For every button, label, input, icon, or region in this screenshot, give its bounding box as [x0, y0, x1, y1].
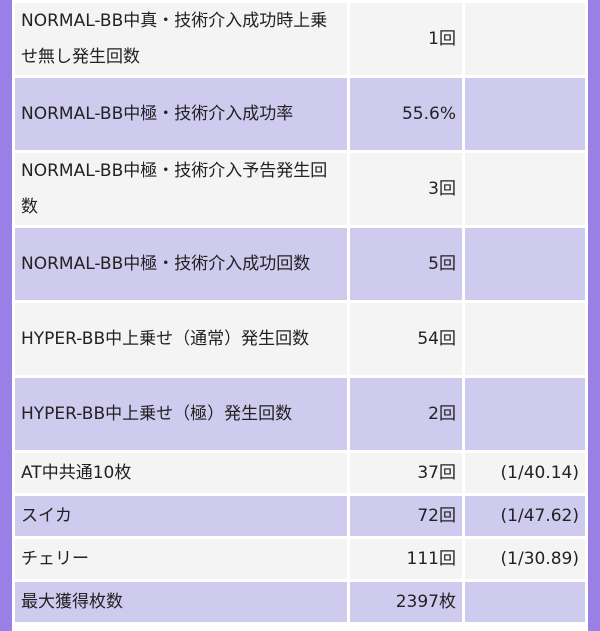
row-ratio: (1/40.14) [465, 453, 585, 493]
row-ratio [465, 228, 585, 300]
table-row: NORMAL-BB中極・技術介入成功回数 5回 [15, 228, 585, 300]
table-row: NORMAL-BB中極・技術介入成功率 55.6% [15, 78, 585, 150]
row-value: 111回 [350, 539, 462, 579]
row-ratio: (1/47.62) [465, 496, 585, 536]
row-label: NORMAL-BB中極・技術介入予告発生回数 [15, 153, 347, 225]
stats-panel: NORMAL-BB中真・技術介入成功時上乗せ無し発生回数 1回 NORMAL-B… [12, 0, 588, 631]
row-label: 最大獲得枚数 [15, 582, 347, 622]
row-label: HYPER-BB中上乗せ（通常）発生回数 [15, 303, 347, 375]
row-label: スイカ [15, 496, 347, 536]
row-value: 2397枚 [350, 582, 462, 622]
row-ratio [465, 582, 585, 622]
table-row: スイカ 72回 (1/47.62) [15, 496, 585, 536]
row-label: チェリー [15, 539, 347, 579]
row-value: 37回 [350, 453, 462, 493]
row-label: NORMAL-BB中極・技術介入成功回数 [15, 228, 347, 300]
row-ratio [465, 78, 585, 150]
table-row: AT中共通10枚 37回 (1/40.14) [15, 453, 585, 493]
row-value: 1回 [350, 3, 462, 75]
row-label: HYPER-BB中上乗せ（極）発生回数 [15, 378, 347, 450]
table-row: NORMAL-BB中極・技術介入予告発生回数 3回 [15, 153, 585, 225]
table-row: NORMAL-BB中真・技術介入成功時上乗せ無し発生回数 1回 [15, 3, 585, 75]
row-value: 2回 [350, 378, 462, 450]
row-ratio: (1/30.89) [465, 539, 585, 579]
row-value: 3回 [350, 153, 462, 225]
row-label: AT中共通10枚 [15, 453, 347, 493]
row-ratio [465, 378, 585, 450]
stats-table: NORMAL-BB中真・技術介入成功時上乗せ無し発生回数 1回 NORMAL-B… [12, 0, 588, 625]
row-label: NORMAL-BB中極・技術介入成功率 [15, 78, 347, 150]
table-row: HYPER-BB中上乗せ（極）発生回数 2回 [15, 378, 585, 450]
row-value: 55.6% [350, 78, 462, 150]
table-row: 最大獲得枚数 2397枚 [15, 582, 585, 622]
row-ratio [465, 303, 585, 375]
row-value: 54回 [350, 303, 462, 375]
table-row: HYPER-BB中上乗せ（通常）発生回数 54回 [15, 303, 585, 375]
row-label: NORMAL-BB中真・技術介入成功時上乗せ無し発生回数 [15, 3, 347, 75]
table-row: チェリー 111回 (1/30.89) [15, 539, 585, 579]
row-value: 5回 [350, 228, 462, 300]
row-ratio [465, 3, 585, 75]
row-value: 72回 [350, 496, 462, 536]
row-ratio [465, 153, 585, 225]
